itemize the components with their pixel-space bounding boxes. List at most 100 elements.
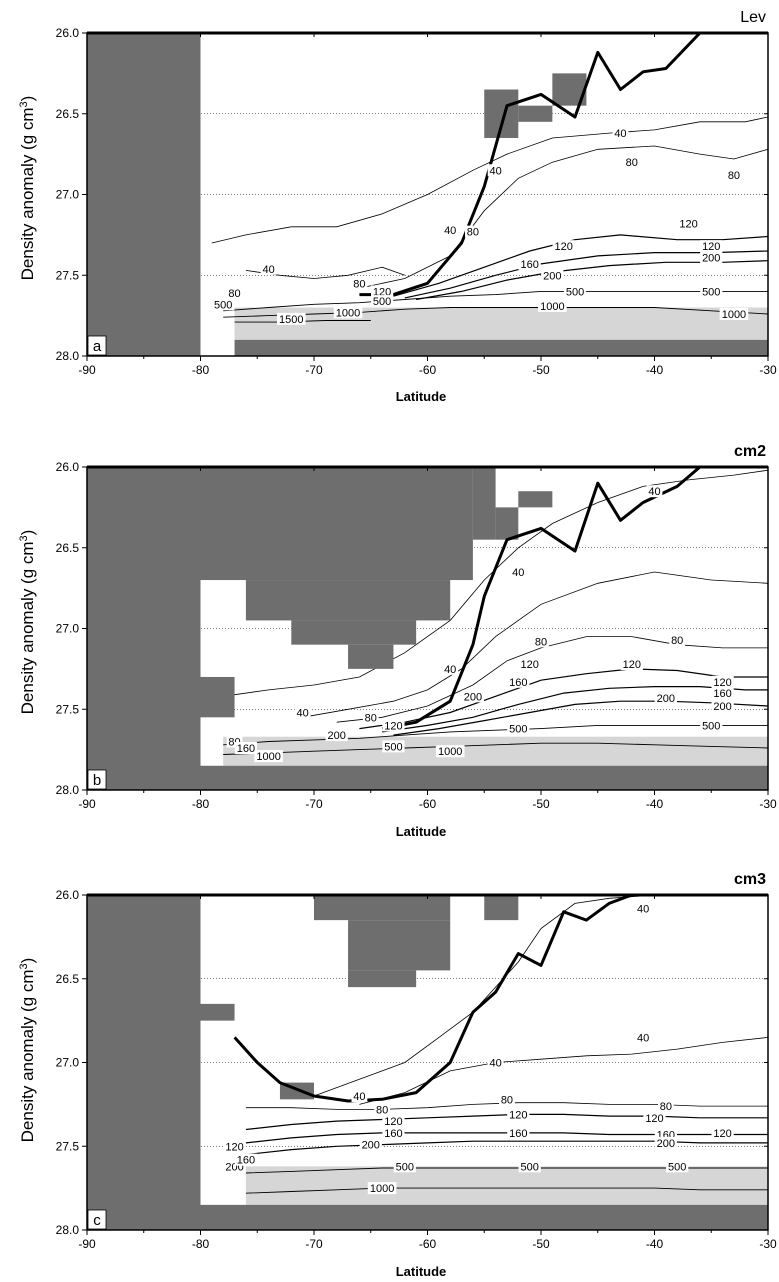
- contour-label: 500: [702, 286, 720, 298]
- contour-label-bg: [226, 287, 243, 300]
- masked-region: [200, 1204, 768, 1230]
- y-axis-title: Density anomaly (g cm3): [18, 530, 37, 715]
- masked-region: [200, 676, 235, 718]
- contour-label-bg: [325, 729, 348, 742]
- masked-region: [518, 105, 553, 122]
- contour-label: 500: [509, 724, 527, 736]
- contour-label: 120: [713, 1128, 731, 1140]
- contour-label-bg: [518, 1160, 541, 1173]
- contour-label-bg: [726, 169, 742, 182]
- contour-label-bg: [711, 700, 734, 713]
- contour-label: 160: [237, 1155, 255, 1167]
- contour-label: 160: [509, 1128, 527, 1140]
- x-tick-label: -40: [646, 797, 664, 811]
- masked-region: [234, 339, 768, 356]
- contour-label-bg: [541, 269, 564, 282]
- contour-label: 120: [623, 659, 641, 671]
- contour-label: 1000: [540, 301, 564, 313]
- contour-label-bg: [700, 285, 723, 298]
- contour-label-bg: [382, 1115, 405, 1128]
- contour-label-bg: [507, 1108, 530, 1121]
- contour-label-bg: [669, 633, 686, 646]
- shaded-region: [234, 307, 768, 340]
- contour-label: 80: [728, 170, 740, 182]
- contour-label: 500: [668, 1161, 686, 1173]
- contour-label: 40: [637, 903, 649, 915]
- masked-region: [518, 491, 553, 508]
- masked-region: [87, 467, 201, 790]
- contour-1000: [223, 742, 768, 755]
- contour-label-bg: [367, 1182, 397, 1195]
- panel-letter: b: [93, 772, 101, 789]
- contour-label-bg: [533, 635, 549, 648]
- x-tick-label: -60: [419, 797, 437, 811]
- contour-label: 40: [489, 1058, 501, 1070]
- contour-label: 120: [645, 1113, 663, 1125]
- contour-label-bg: [465, 225, 481, 238]
- contour-label: 40: [444, 664, 456, 676]
- contour-label-bg: [362, 711, 379, 724]
- contour-label: 160: [713, 688, 731, 700]
- x-tick-label: -50: [532, 363, 550, 377]
- contour-label-bg: [711, 1126, 734, 1139]
- contour-label-bg: [393, 1160, 416, 1173]
- y-tick-label: 27.5: [56, 268, 80, 282]
- contour-label-bg: [700, 251, 723, 264]
- panel-title: Lev: [740, 9, 766, 26]
- contour-label-bg: [552, 240, 575, 253]
- contour-label: 40: [353, 1091, 365, 1103]
- contour-label: 80: [353, 278, 365, 290]
- contour-label-bg: [461, 690, 484, 703]
- contour-80: [245, 1102, 768, 1110]
- y-axis-title: Density anomaly (g cm3): [18, 958, 37, 1143]
- contour-label-bg: [234, 742, 257, 755]
- contour-label-bg: [563, 285, 587, 298]
- contour-label-bg: [435, 745, 465, 758]
- x-tick-label: -30: [759, 797, 777, 811]
- contour-label: 80: [660, 1101, 672, 1113]
- contour-label-bg: [212, 298, 235, 311]
- y-tick-label: 28.0: [56, 349, 80, 363]
- masked-region: [200, 467, 473, 581]
- contour-label: 160: [520, 259, 538, 271]
- contour-label-bg: [442, 662, 459, 675]
- x-axis-title: Latitude: [396, 389, 447, 404]
- contour-label: 1000: [438, 746, 462, 758]
- contour-label-bg: [382, 719, 405, 732]
- contour-label: 120: [384, 720, 402, 732]
- x-axis-title: Latitude: [396, 1264, 447, 1279]
- contour-label: 40: [444, 225, 456, 237]
- y-tick-label: 26.5: [56, 541, 80, 555]
- x-tick-label: -80: [192, 1237, 210, 1251]
- contour-label: 40: [614, 128, 626, 140]
- contour-label: 1000: [722, 309, 746, 321]
- contour-label: 40: [297, 707, 309, 719]
- x-tick-label: -80: [192, 797, 210, 811]
- contour-label: 80: [535, 636, 547, 648]
- contour-label: 500: [520, 1161, 538, 1173]
- contour-120: [393, 234, 768, 297]
- panel-title: cm2: [734, 443, 766, 460]
- x-tick-label: -90: [78, 363, 96, 377]
- contour-label-bg: [623, 156, 640, 169]
- contour-label: 80: [228, 288, 240, 300]
- contour-label: 40: [512, 567, 524, 579]
- contour-label-bg: [277, 312, 306, 325]
- y-tick-label: 27.5: [56, 1139, 80, 1153]
- contour-label: 200: [362, 1140, 380, 1152]
- panel-b: Density anomaly (g cm3) cm2 Latitude: [18, 443, 766, 839]
- thick-line: [381, 467, 701, 731]
- contour-label: 80: [626, 157, 638, 169]
- contour-label-bg: [677, 217, 700, 230]
- contour-label: 500: [396, 1161, 414, 1173]
- masked-region: [484, 895, 519, 921]
- x-tick-label: -60: [419, 363, 437, 377]
- contour-label: 200: [702, 252, 720, 264]
- y-tick-label: 26.0: [56, 460, 80, 474]
- thick-line: [233, 895, 633, 1103]
- panel-letter-box: [87, 335, 107, 356]
- contour-label-bg: [507, 1126, 530, 1139]
